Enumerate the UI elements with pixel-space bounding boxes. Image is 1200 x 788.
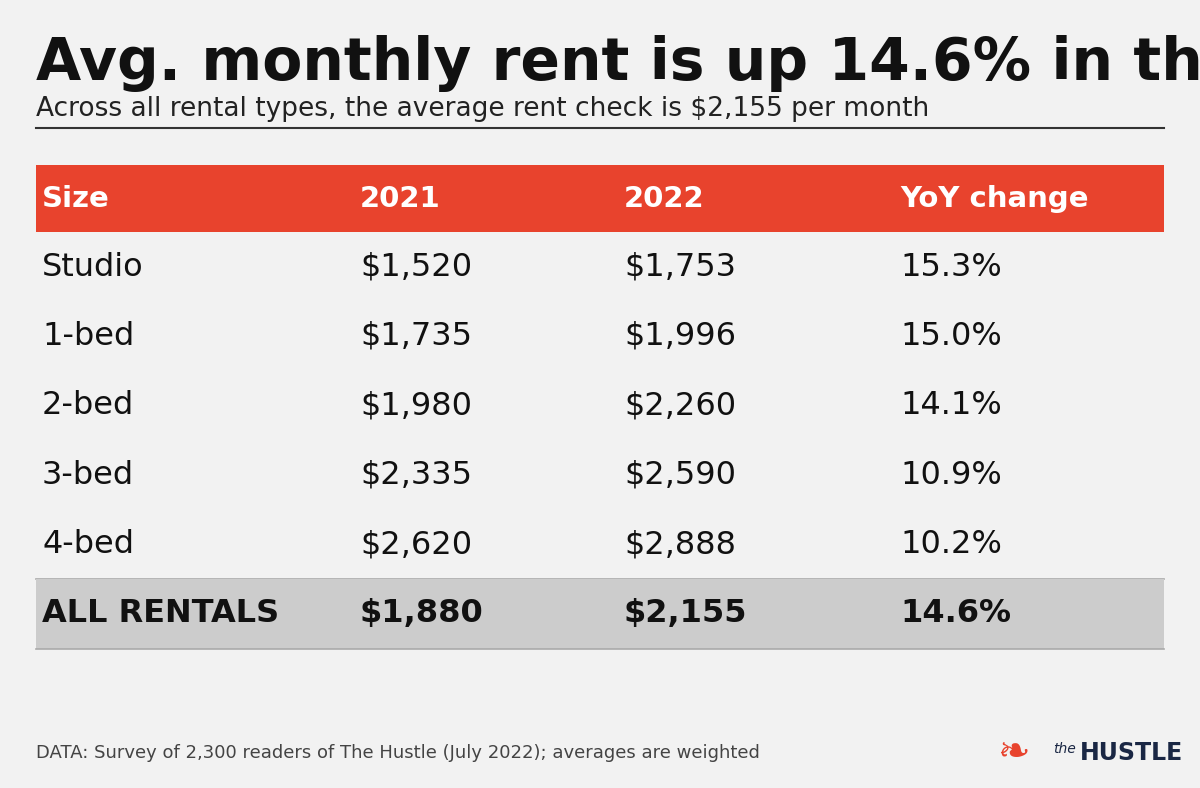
Text: ❧: ❧ bbox=[997, 734, 1031, 771]
Text: 10.2%: 10.2% bbox=[900, 529, 1002, 560]
FancyBboxPatch shape bbox=[36, 165, 1164, 232]
Text: $1,753: $1,753 bbox=[624, 251, 736, 283]
Text: $1,980: $1,980 bbox=[360, 390, 472, 422]
Text: $2,888: $2,888 bbox=[624, 529, 736, 560]
Text: $1,735: $1,735 bbox=[360, 321, 472, 352]
FancyBboxPatch shape bbox=[36, 510, 1164, 579]
Text: Studio: Studio bbox=[42, 251, 144, 283]
Text: 10.9%: 10.9% bbox=[900, 459, 1002, 491]
Text: Across all rental types, the average rent check is $2,155 per month: Across all rental types, the average ren… bbox=[36, 96, 929, 122]
Text: Size: Size bbox=[42, 185, 109, 213]
Text: 2021: 2021 bbox=[360, 185, 440, 213]
FancyBboxPatch shape bbox=[36, 371, 1164, 440]
Text: $2,260: $2,260 bbox=[624, 390, 736, 422]
Text: $2,620: $2,620 bbox=[360, 529, 472, 560]
Text: 4-bed: 4-bed bbox=[42, 529, 134, 560]
Text: 14.1%: 14.1% bbox=[900, 390, 1002, 422]
Text: $2,335: $2,335 bbox=[360, 459, 472, 491]
Text: 2-bed: 2-bed bbox=[42, 390, 134, 422]
Text: $1,996: $1,996 bbox=[624, 321, 736, 352]
Text: the: the bbox=[1054, 742, 1076, 756]
Text: 15.3%: 15.3% bbox=[900, 251, 1002, 283]
Text: 14.6%: 14.6% bbox=[900, 598, 1010, 630]
Text: 1-bed: 1-bed bbox=[42, 321, 134, 352]
Text: HUSTLE: HUSTLE bbox=[1080, 741, 1183, 764]
Text: $1,520: $1,520 bbox=[360, 251, 472, 283]
Text: 15.0%: 15.0% bbox=[900, 321, 1002, 352]
FancyBboxPatch shape bbox=[36, 440, 1164, 510]
Text: YoY change: YoY change bbox=[900, 185, 1088, 213]
Text: DATA: Survey of 2,300 readers of The Hustle (July 2022); averages are weighted: DATA: Survey of 2,300 readers of The Hus… bbox=[36, 744, 760, 761]
Text: ALL RENTALS: ALL RENTALS bbox=[42, 598, 280, 630]
Text: 2022: 2022 bbox=[624, 185, 704, 213]
Text: Avg. monthly rent is up 14.6% in the past year: Avg. monthly rent is up 14.6% in the pas… bbox=[36, 35, 1200, 92]
Text: $2,590: $2,590 bbox=[624, 459, 736, 491]
Text: $2,155: $2,155 bbox=[624, 598, 748, 630]
Text: $1,880: $1,880 bbox=[360, 598, 484, 630]
FancyBboxPatch shape bbox=[36, 302, 1164, 371]
FancyBboxPatch shape bbox=[36, 579, 1164, 649]
Text: 3-bed: 3-bed bbox=[42, 459, 134, 491]
FancyBboxPatch shape bbox=[36, 232, 1164, 302]
